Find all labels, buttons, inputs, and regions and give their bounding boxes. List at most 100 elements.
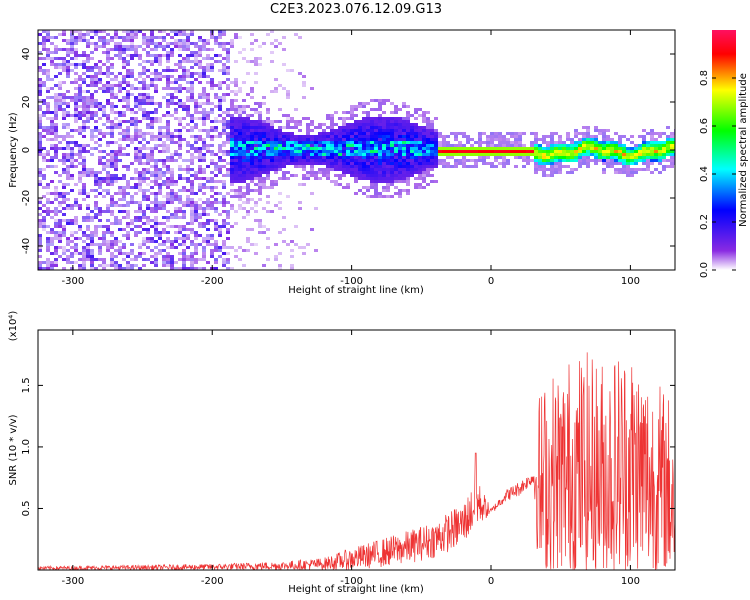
heatmap-cell [330, 135, 334, 138]
heatmap-cell [650, 150, 654, 153]
heatmap-cell [94, 258, 98, 261]
heatmap-cell [406, 165, 410, 168]
heatmap-cell [250, 147, 254, 150]
heatmap-cell [186, 111, 190, 114]
heatmap-cell [390, 132, 394, 135]
heatmap-cell [246, 156, 250, 159]
heatmap-cell [422, 126, 426, 129]
heatmap-cell [394, 177, 398, 180]
heatmap-cell [126, 30, 130, 33]
heatmap-cell [74, 243, 78, 246]
heatmap-cell [158, 126, 162, 129]
heatmap-cell [142, 195, 146, 198]
heatmap-cell [138, 147, 142, 150]
heatmap-cell [202, 39, 206, 42]
heatmap-cell [278, 162, 282, 165]
heatmap-cell [90, 153, 94, 156]
heatmap-cell [110, 255, 114, 258]
heatmap-cell [94, 183, 98, 186]
heatmap-cell [418, 159, 422, 162]
heatmap-cell [106, 117, 110, 120]
heatmap-cell [130, 195, 134, 198]
heatmap-cell [38, 198, 42, 201]
heatmap-cell [654, 138, 658, 141]
heatmap-cell [42, 135, 46, 138]
heatmap-cell [298, 120, 302, 123]
heatmap-cell [386, 171, 390, 174]
heatmap-cell [370, 174, 374, 177]
heatmap-cell [126, 132, 130, 135]
heatmap-cell [202, 129, 206, 132]
heatmap-cell [98, 102, 102, 105]
heatmap-cell [242, 174, 246, 177]
heatmap-cell [354, 153, 358, 156]
heatmap-cell [430, 165, 434, 168]
heatmap-cell [50, 60, 54, 63]
heatmap-cell [274, 138, 278, 141]
heatmap-cell [402, 159, 406, 162]
heatmap-cell [90, 135, 94, 138]
heatmap-cell [58, 192, 62, 195]
heatmap-cell [194, 108, 198, 111]
heatmap-cell [242, 126, 246, 129]
heatmap-cell [54, 258, 58, 261]
heatmap-cell [226, 123, 230, 126]
heatmap-cell [282, 150, 286, 153]
heatmap-cell [98, 108, 102, 111]
heatmap-cell [242, 264, 246, 267]
heatmap-cell [214, 198, 218, 201]
heatmap-cell [222, 132, 226, 135]
heatmap-cell [306, 138, 310, 141]
heatmap-cell [158, 36, 162, 39]
heatmap-cell [190, 33, 194, 36]
heatmap-cell [494, 138, 498, 141]
heatmap-cell [158, 132, 162, 135]
heatmap-cell [166, 255, 170, 258]
heatmap-cell [170, 30, 174, 33]
heatmap-cell [206, 165, 210, 168]
heatmap-cell [190, 84, 194, 87]
heatmap-cell [186, 60, 190, 63]
heatmap-cell [246, 192, 250, 195]
heatmap-cell [394, 162, 398, 165]
heatmap-cell [394, 168, 398, 171]
heatmap-cell [58, 159, 62, 162]
heatmap-cell [66, 66, 70, 69]
heatmap-cell [386, 117, 390, 120]
heatmap-cell [638, 168, 642, 171]
heatmap-cell [630, 156, 634, 159]
heatmap-cell [278, 168, 282, 171]
heatmap-cell [366, 189, 370, 192]
heatmap-cell [54, 225, 58, 228]
heatmap-cell [46, 39, 50, 42]
heatmap-cell [78, 228, 82, 231]
heatmap-cell [74, 144, 78, 147]
heatmap-cell [178, 156, 182, 159]
heatmap-cell [246, 168, 250, 171]
heatmap-cell [386, 150, 390, 153]
heatmap-cell [646, 156, 650, 159]
heatmap-cell [386, 195, 390, 198]
heatmap-cell [66, 144, 70, 147]
heatmap-cell [358, 147, 362, 150]
heatmap-cell [362, 111, 366, 114]
heatmap-cell [466, 165, 470, 168]
heatmap-cell [238, 138, 242, 141]
heatmap-cell [154, 90, 158, 93]
heatmap-cell [190, 114, 194, 117]
heatmap-cell [330, 123, 334, 126]
heatmap-cell [154, 261, 158, 264]
heatmap-cell [126, 81, 130, 84]
heatmap-cell [194, 258, 198, 261]
heatmap-cell [186, 48, 190, 51]
heatmap-cell [390, 171, 394, 174]
heatmap-cell [234, 123, 238, 126]
heatmap-cell [206, 213, 210, 216]
heatmap-cell [158, 177, 162, 180]
heatmap-cell [218, 69, 222, 72]
heatmap-cell [62, 117, 66, 120]
heatmap-cell [406, 126, 410, 129]
heatmap-cell [154, 255, 158, 258]
heatmap-cell [194, 243, 198, 246]
heatmap-cell [46, 51, 50, 54]
